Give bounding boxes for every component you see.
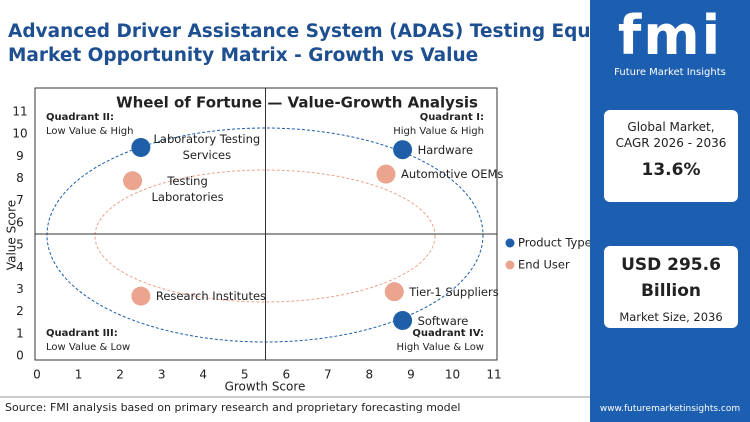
legend-marker (505, 260, 515, 270)
point-label: Research Institutes (155, 289, 267, 304)
source: Source: FMI analysis based on primary re… (5, 401, 460, 414)
page-title: Market Opportunity Matrix - Growth vs Va… (8, 45, 478, 66)
y-tick-label: 4 (16, 260, 24, 274)
x-tick-label: 3 (158, 368, 166, 382)
x-tick-label: 6 (282, 368, 290, 382)
size-value: USD 295.6 Billion (621, 255, 721, 301)
y-tick-label: 9 (16, 149, 24, 163)
quadrant-text: High Value & High (393, 126, 484, 137)
logo: fmi (617, 4, 723, 67)
x-tick-label: 8 (366, 368, 374, 382)
inner-ring (94, 169, 436, 303)
point (393, 140, 413, 160)
point-label: Laboratory Testing Services (153, 132, 261, 163)
cagr-label: Global Market, (627, 120, 715, 134)
quadrant-text: High Value & Low (397, 342, 484, 353)
x-axis-label: Growth Score (225, 380, 306, 394)
y-tick-label: 3 (16, 282, 24, 296)
x-tick-label: 4 (199, 368, 207, 382)
x-tick-label: 11 (486, 368, 501, 382)
x-tick-label: 1 (75, 368, 83, 382)
cagr-box: Global Market, CAGR 2026 - 2036 13.6% (604, 110, 738, 202)
point (384, 282, 404, 302)
quadrant-name: Quadrant II: (46, 112, 114, 123)
point-label: Testing Laboratories (151, 173, 224, 204)
quadrant-name: Quadrant III: (46, 328, 118, 339)
point-label: Software (417, 313, 469, 328)
size-box: USD 295.6 Billion Market Size, 2036 (604, 246, 738, 328)
x-tick-label: 0 (33, 368, 41, 382)
legend-marker (505, 238, 515, 248)
y-tick-label: 10 (12, 127, 27, 141)
y-tick-label: 8 (16, 171, 24, 185)
x-tick-label: 10 (445, 368, 460, 382)
y-tick-label: 7 (16, 193, 24, 207)
point-label: Hardware (417, 142, 474, 157)
x-tick-label: 7 (324, 368, 332, 382)
page-title: Advanced Driver Assistance System (ADAS)… (8, 21, 590, 42)
point-label: Tier-1 Suppliers (409, 284, 499, 299)
y-tick-label: 2 (16, 304, 24, 318)
quadrant-name: Quadrant I: (420, 112, 484, 123)
legend-label: Product Type (518, 236, 590, 250)
y-tick-label: 1 (16, 326, 24, 340)
point (376, 164, 396, 184)
sidebar: fmi Future Market Insights Global Market… (590, 0, 750, 422)
size-label: Market Size, 2036 (619, 310, 723, 324)
y-tick-label: 0 (16, 349, 24, 363)
x-tick-label: 5 (241, 368, 249, 382)
y-tick-label: 11 (12, 105, 27, 119)
point (131, 286, 151, 306)
x-tick-label: 2 (116, 368, 124, 382)
url: www.futuremarketinsights.com (599, 404, 741, 414)
legend-label: End User (518, 258, 570, 272)
point-label: Automotive OEMs (400, 167, 504, 182)
cagr-value: 13.6% (641, 160, 701, 180)
brand: Future Market Insights (614, 67, 726, 78)
quadrant-text: Low Value & High (46, 126, 133, 137)
cagr-label: CAGR 2026 - 2036 (615, 136, 727, 150)
quadrant-text: Low Value & Low (46, 342, 130, 353)
quadrant-name: Quadrant IV: (412, 328, 484, 339)
chart-title: Wheel of Fortune — Value-Growth Analysis (116, 94, 478, 112)
x-tick-label: 9 (407, 368, 415, 382)
point (123, 171, 143, 191)
y-axis-label: Value Score (5, 200, 19, 270)
y-tick-label: 5 (16, 238, 24, 252)
point (131, 137, 151, 157)
chart: Advanced Driver Assistance System (ADAS)… (0, 21, 590, 414)
y-tick-label: 6 (16, 215, 24, 229)
point (393, 311, 413, 331)
